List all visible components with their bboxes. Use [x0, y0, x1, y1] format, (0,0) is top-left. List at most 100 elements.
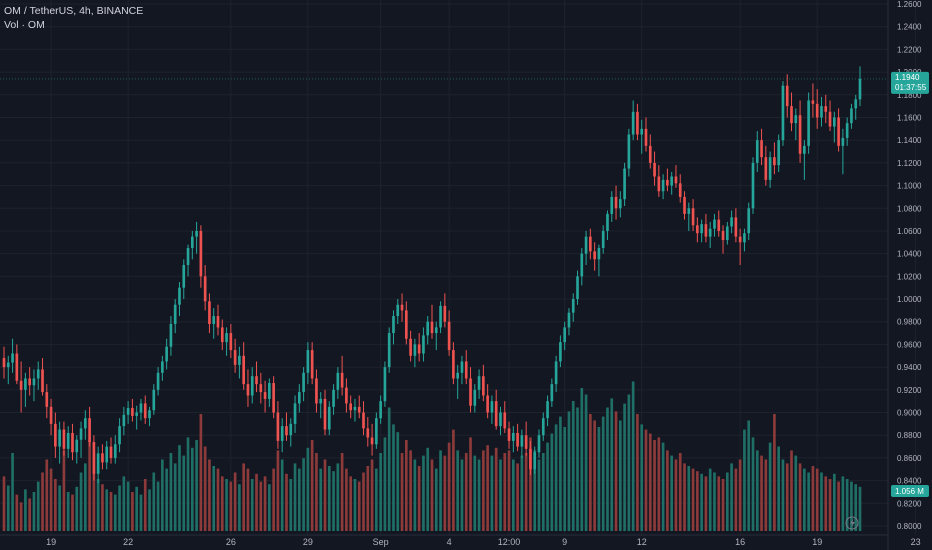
volume-bar: [434, 468, 438, 531]
candle-body: [182, 265, 186, 288]
volume-bar: [580, 388, 584, 531]
candle-body: [734, 217, 738, 237]
candle-body: [357, 406, 361, 413]
candle-body: [24, 378, 27, 390]
volume-bar: [653, 440, 656, 531]
volume-bar: [362, 472, 365, 531]
candle-body: [576, 276, 579, 300]
volume-bar: [576, 407, 579, 531]
volume-bars: [2, 381, 862, 531]
lightning-icon[interactable]: [845, 516, 859, 530]
candle-body: [644, 128, 648, 146]
volume-bar: [567, 411, 571, 531]
volume-bar: [32, 492, 36, 531]
candle-body: [122, 414, 126, 427]
candle-body: [794, 115, 798, 124]
candle-body: [79, 428, 83, 440]
candle-body: [366, 428, 370, 438]
volume-bar: [683, 463, 686, 531]
candle-body: [631, 111, 635, 135]
price-tick-label: 0.8600: [897, 454, 922, 463]
candle-body: [45, 392, 49, 407]
volume-bar: [687, 466, 691, 531]
candle-body: [139, 403, 143, 413]
candle-body: [653, 162, 656, 177]
candle-body: [666, 179, 669, 186]
candle-body: [486, 395, 489, 413]
volume-bar: [11, 453, 14, 531]
volume-bar: [648, 433, 652, 531]
volume-bar: [708, 468, 712, 531]
volume-bar: [208, 459, 211, 531]
time-axis[interactable]: 19 22 26 29 Sep 4 12:00 9 12 16 19 23: [46, 537, 921, 547]
candle-body: [225, 333, 228, 343]
candle-body: [216, 316, 220, 328]
price-tick-label: 1.0200: [897, 272, 922, 281]
candle-body: [511, 432, 515, 441]
volume-bar: [473, 455, 477, 531]
symbol-title[interactable]: OM / TetherUS, 4h, BINANCE: [4, 5, 144, 17]
candle-body: [297, 392, 301, 404]
price-tick-label: 1.2200: [897, 45, 922, 54]
volume-bar: [375, 468, 378, 531]
volume-bar: [738, 459, 742, 531]
candle-body: [529, 448, 532, 470]
candle-body: [854, 99, 858, 109]
volume-bar: [546, 442, 549, 531]
candle-body: [755, 140, 759, 163]
volume-bar: [490, 455, 494, 531]
volume-bar: [280, 459, 284, 531]
volume-bar: [807, 472, 810, 531]
price-tick-label: 0.9400: [897, 363, 922, 372]
volume-bar: [785, 463, 789, 531]
candle-body: [323, 398, 327, 430]
volume-bar: [597, 427, 601, 531]
candle-body: [11, 353, 14, 363]
candle-body: [353, 406, 357, 411]
candle-body: [541, 418, 545, 436]
volume-bar: [516, 463, 519, 531]
volume-bar: [601, 416, 605, 531]
volume-bar: [259, 481, 263, 531]
candle-body: [589, 236, 592, 252]
volume-bar: [383, 437, 387, 531]
volume-bar: [357, 481, 361, 531]
candle-body: [606, 213, 609, 231]
volume-bar: [233, 472, 237, 531]
candle-body: [383, 367, 387, 402]
volume-bar: [627, 394, 631, 531]
candle-body: [516, 432, 519, 447]
volume-bar: [319, 468, 323, 531]
volume-bar: [713, 472, 716, 531]
volume-bar: [837, 481, 840, 531]
candle-body: [850, 108, 853, 124]
volume-bar: [541, 453, 545, 531]
candle-body: [610, 196, 614, 214]
volume-bar: [571, 401, 575, 531]
candle-body: [618, 199, 622, 209]
volume-bar: [589, 414, 592, 531]
volume-bar: [696, 471, 699, 531]
volume-bar: [24, 489, 27, 531]
volume-bar: [58, 485, 61, 531]
candle-body: [601, 230, 605, 248]
volume-bar: [113, 494, 117, 531]
candle-body: [229, 333, 233, 351]
volume-bar: [212, 466, 216, 531]
volume-bar: [272, 468, 275, 531]
time-tick-label: 22: [123, 537, 133, 547]
volume-bar: [618, 420, 622, 531]
volume-bar: [19, 502, 23, 531]
volume-bar: [293, 463, 297, 531]
volume-title[interactable]: Vol · OM: [4, 19, 45, 31]
volume-bar: [216, 468, 220, 531]
time-tick-label: 26: [226, 537, 236, 547]
volume-bar: [606, 407, 609, 531]
candle-body: [302, 372, 305, 393]
candle-body: [199, 230, 203, 277]
candle-body: [285, 426, 288, 436]
volume-bar: [422, 455, 425, 531]
candle-body: [289, 423, 293, 436]
candle-body: [661, 179, 665, 192]
